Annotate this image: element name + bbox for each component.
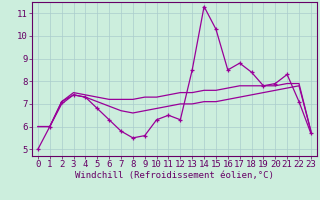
X-axis label: Windchill (Refroidissement éolien,°C): Windchill (Refroidissement éolien,°C) (75, 171, 274, 180)
